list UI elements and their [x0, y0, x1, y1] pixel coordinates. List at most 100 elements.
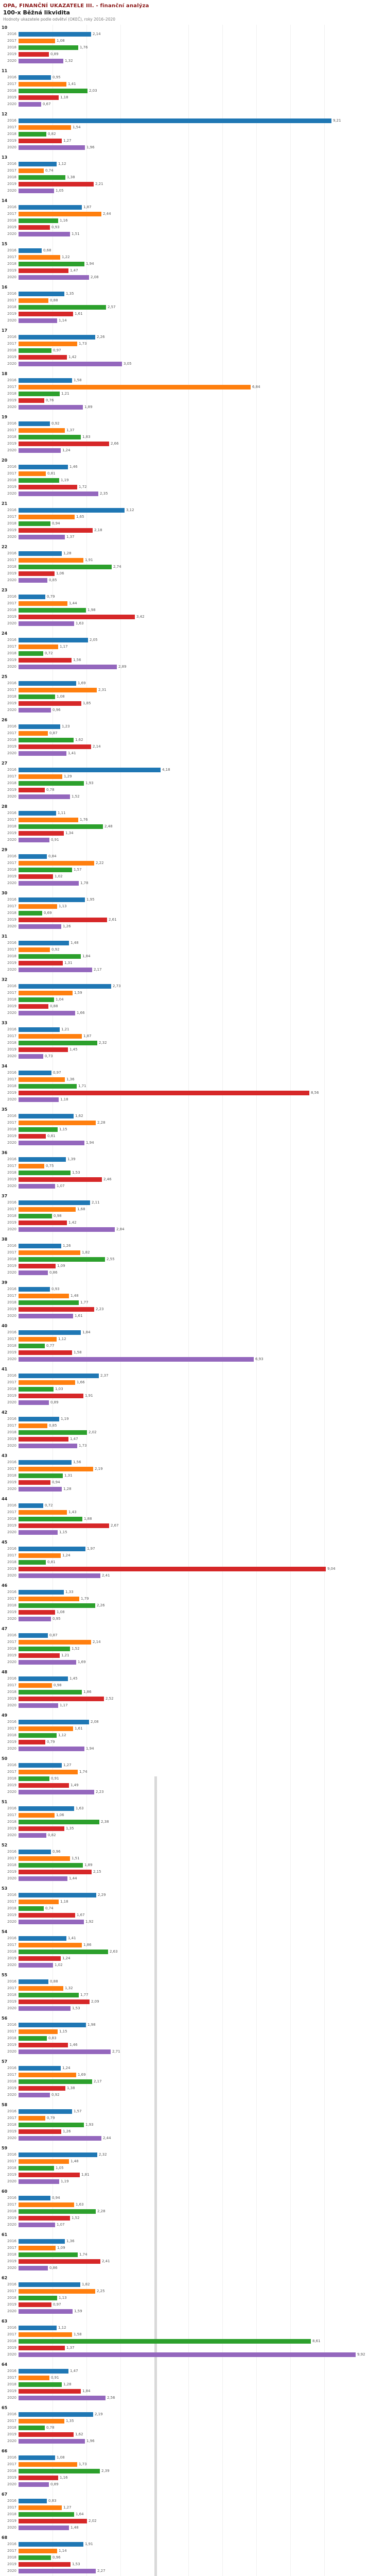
bar-group: 68 2016 1,91 2017 1,14 2018 0,96 2019 1,53 2020 2,…	[0, 2535, 386, 2574]
bar-row: 2020 1,41	[0, 750, 386, 757]
year-label: 2019	[7, 701, 16, 705]
value-bar	[19, 268, 68, 273]
bar-row: 2019 2,52	[0, 1696, 386, 1702]
bar-row: 2019 1,85	[0, 700, 386, 707]
year-label: 2019	[7, 1740, 16, 1744]
bar-value-label: 1,58	[74, 1350, 82, 1354]
bar-value-label: 1,62	[75, 738, 83, 742]
year-label: 2018	[7, 218, 16, 223]
group-label: 47	[2, 1626, 8, 1631]
bar-value-label: 0,78	[46, 788, 55, 792]
bar-value-label: 1,72	[79, 485, 87, 489]
bar-value-label: 2,74	[113, 565, 121, 569]
value-bar	[19, 904, 57, 909]
bar-row: 2020 1,73	[0, 1443, 386, 1449]
year-label: 2020	[7, 1270, 16, 1275]
bar-row: 2019 1,31	[0, 960, 386, 967]
value-bar	[19, 1567, 326, 1571]
value-bar	[19, 2179, 59, 2184]
year-label: 2016	[7, 378, 16, 382]
bar-row: 2019 1,81	[0, 2172, 386, 2178]
year-label: 2016	[7, 1806, 16, 1810]
bar-row: 2019 1,21	[0, 1652, 386, 1659]
bar-row: 2019 1,06	[0, 570, 386, 577]
value-bar	[19, 1184, 55, 1189]
bar-row: 2018 0,77	[0, 1343, 386, 1349]
value-bar	[19, 2216, 70, 2221]
bar-value-label: 0,68	[43, 248, 51, 252]
year-label: 2018	[7, 1127, 16, 1131]
bar-value-label: 2,46	[103, 1177, 112, 1181]
bar-value-label: 1,98	[87, 2023, 96, 2027]
year-label: 2020	[7, 1530, 16, 1534]
bar-group: 15 2016 0,68 2017 1,22 2018 1,94 2019 1,47 2020 2,…	[0, 241, 386, 281]
value-bar	[19, 1517, 82, 1521]
bar-value-label: 2,21	[95, 182, 103, 186]
bar-row: 2020 1,52	[0, 793, 386, 800]
bar-value-label: 1,21	[61, 392, 69, 396]
bar-value-label: 6,84	[252, 385, 260, 389]
bar-value-label: 1,91	[85, 2542, 93, 2546]
year-label: 2018	[7, 2296, 16, 2300]
year-label: 2019	[7, 139, 16, 143]
gridline	[188, 25, 189, 2576]
bar-value-label: 0,88	[50, 1004, 58, 1008]
bar-value-label: 1,96	[86, 145, 95, 149]
year-label: 2018	[7, 1171, 16, 1175]
bar-group: 54 2016 1,41 2017 1,86 2018 2,63 2019 1,24 2020 1,…	[0, 1929, 386, 1969]
bar-row: 2016 1,95	[0, 896, 386, 903]
year-label: 2019	[7, 571, 16, 575]
bar-group: 60 2016 0,94 2017 1,63 2018 2,28 2019 1,52 2020 1,…	[0, 2189, 386, 2228]
bar-group: 49 2016 2,08 2017 1,61 2018 1,12 2019 0,79 2020 1,…	[0, 1713, 386, 1752]
value-bar	[19, 1177, 102, 1182]
year-label: 2020	[7, 2223, 16, 2227]
bar-row: 2016 0,79	[0, 594, 386, 600]
year-label: 2016	[7, 681, 16, 685]
bar-row: 2016 1,58	[0, 377, 386, 384]
year-label: 2020	[7, 578, 16, 582]
group-label: 64	[2, 2362, 8, 2367]
bar-row: 2016 2,14	[0, 31, 386, 38]
group-label: 21	[2, 501, 8, 506]
year-label: 2020	[7, 1617, 16, 1621]
bar-value-label: 1,52	[72, 1647, 80, 1651]
bar-row: 2016 0,94	[0, 2195, 386, 2201]
bar-value-label: 1,58	[74, 2332, 82, 2336]
year-label: 2016	[7, 1460, 16, 1464]
value-bar	[19, 818, 78, 822]
bar-group: 65 2016 2,19 2017 1,35 2018 0,78 2019 1,62 2020 1,…	[0, 2405, 386, 2445]
bar-value-label: 0,89	[50, 2482, 59, 2486]
year-label: 2020	[7, 1400, 16, 1404]
value-bar	[19, 1157, 66, 1162]
year-label: 2018	[7, 1733, 16, 1737]
value-bar	[19, 1906, 44, 1911]
year-label: 2019	[7, 398, 16, 402]
value-bar	[19, 1776, 49, 1781]
year-label: 2017	[7, 39, 16, 43]
year-label: 2016	[7, 1893, 16, 1897]
bar-row: 2020 1,53	[0, 2005, 386, 2012]
bar-value-label: 2,17	[94, 968, 102, 972]
bar-row: 2016 1,56	[0, 1459, 386, 1466]
bar-row: 2019 1,47	[0, 267, 386, 274]
reference-band	[154, 1776, 157, 2576]
bar-group: 20 2016 1,46 2017 0,81 2018 1,19 2019 1,72 2020 2,…	[0, 457, 386, 497]
bar-value-label: 2,32	[99, 1041, 107, 1045]
value-bar	[19, 1956, 61, 1961]
group-label: 55	[2, 1973, 8, 1977]
year-label: 2017	[7, 904, 16, 908]
bar-row: 2018 1,05	[0, 2165, 386, 2172]
bar-value-label: 1,42	[68, 1221, 77, 1225]
year-label: 2017	[7, 1467, 16, 1471]
value-bar	[19, 478, 59, 483]
value-bar	[19, 2469, 100, 2473]
value-bar	[19, 615, 135, 619]
year-label: 2017	[7, 1034, 16, 1038]
bar-row: 2016 1,98	[0, 2022, 386, 2028]
bar-row: 2020 0,67	[0, 101, 386, 108]
value-bar	[19, 1833, 46, 1838]
bar-value-label: 1,27	[63, 1763, 72, 1767]
bar-row: 2016 2,08	[0, 1719, 386, 1725]
year-label: 2019	[7, 961, 16, 965]
bar-value-label: 2,35	[100, 492, 108, 496]
